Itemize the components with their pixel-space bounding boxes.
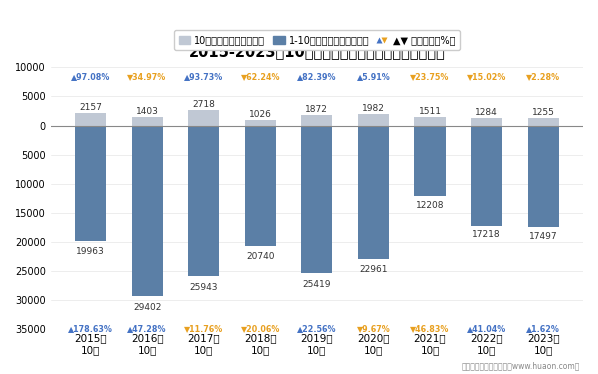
Text: 1511: 1511	[419, 107, 441, 116]
Bar	[414, 117, 446, 126]
Bar	[245, 126, 276, 246]
Bar	[301, 126, 332, 273]
Text: ▼11.76%: ▼11.76%	[184, 324, 223, 333]
Bar	[188, 110, 219, 126]
Bar	[527, 126, 559, 227]
Text: ▼62.24%: ▼62.24%	[240, 72, 280, 81]
Text: 17218: 17218	[472, 230, 501, 239]
Text: 2157: 2157	[79, 103, 102, 112]
Text: 1255: 1255	[532, 108, 555, 117]
Text: ▲178.63%: ▲178.63%	[68, 324, 113, 333]
Text: ▲47.28%: ▲47.28%	[127, 324, 167, 333]
Text: 19963: 19963	[76, 247, 105, 256]
Legend: 10月期货成交量（万手）, 1-10月期货成交量（万手）, ▲▼ 同比增长（%）: 10月期货成交量（万手）, 1-10月期货成交量（万手）, ▲▼ 同比增长（%）	[174, 30, 460, 50]
Bar	[132, 117, 163, 126]
Bar	[471, 118, 502, 126]
Bar	[75, 113, 106, 126]
Text: 1026: 1026	[249, 110, 271, 119]
Text: ▼20.06%: ▼20.06%	[240, 324, 280, 333]
Text: ▼2.28%: ▼2.28%	[526, 72, 560, 81]
Text: ▲82.39%: ▲82.39%	[297, 72, 337, 81]
Text: 2718: 2718	[192, 100, 215, 109]
Text: 17497: 17497	[529, 232, 557, 241]
Text: ▲97.08%: ▲97.08%	[71, 72, 110, 81]
Text: ▼15.02%: ▼15.02%	[467, 72, 507, 81]
Text: ▲41.04%: ▲41.04%	[467, 324, 507, 333]
Text: ▲22.56%: ▲22.56%	[297, 324, 337, 333]
Text: 20740: 20740	[246, 252, 274, 261]
Text: 1403: 1403	[136, 107, 158, 116]
Text: 12208: 12208	[416, 201, 444, 210]
Bar	[188, 126, 219, 276]
Bar	[414, 126, 446, 196]
Text: ▼23.75%: ▼23.75%	[410, 72, 450, 81]
Bar	[358, 126, 389, 259]
Bar	[132, 126, 163, 296]
Text: ▲1.62%: ▲1.62%	[526, 324, 560, 333]
Text: ▼9.67%: ▼9.67%	[356, 324, 390, 333]
Bar	[245, 120, 276, 126]
Text: ▼34.97%: ▼34.97%	[127, 72, 167, 81]
Text: 25943: 25943	[190, 283, 218, 292]
Bar	[527, 118, 559, 126]
Bar	[358, 114, 389, 126]
Text: 29402: 29402	[133, 303, 161, 312]
Text: ▲93.73%: ▲93.73%	[184, 72, 223, 81]
Text: ▲5.91%: ▲5.91%	[356, 72, 390, 81]
Text: 1872: 1872	[306, 105, 328, 114]
Text: ▼46.83%: ▼46.83%	[410, 324, 450, 333]
Text: 25419: 25419	[303, 280, 331, 289]
Text: 22961: 22961	[359, 265, 388, 274]
Text: 1982: 1982	[362, 104, 385, 113]
Bar	[301, 115, 332, 126]
Text: 1284: 1284	[475, 108, 498, 117]
Bar	[471, 126, 502, 226]
Bar	[75, 126, 106, 242]
Title: 2015-2023年10月大连商品交易所铁矿石期货成交量: 2015-2023年10月大连商品交易所铁矿石期货成交量	[188, 45, 446, 59]
Text: 制图：华经产业研究院（www.huaon.com）: 制图：华经产业研究院（www.huaon.com）	[462, 361, 580, 370]
